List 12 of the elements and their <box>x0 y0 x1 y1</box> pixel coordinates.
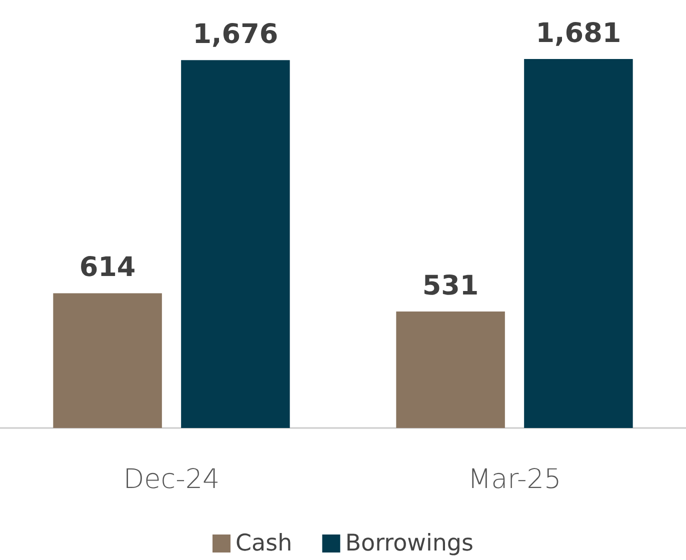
legend-label: Borrowings <box>345 530 474 556</box>
data-label: 1,681 <box>536 18 622 49</box>
bar <box>53 293 162 428</box>
data-label: 614 <box>79 252 136 284</box>
bar <box>181 60 290 428</box>
data-label: 531 <box>422 270 479 302</box>
bar <box>524 59 633 428</box>
bar <box>396 311 505 428</box>
x-tick-label: Mar-25 <box>468 464 562 495</box>
data-label: 1,676 <box>192 19 278 50</box>
x-tick-label: Dec-24 <box>123 464 220 495</box>
legend-label: Cash <box>236 530 292 556</box>
